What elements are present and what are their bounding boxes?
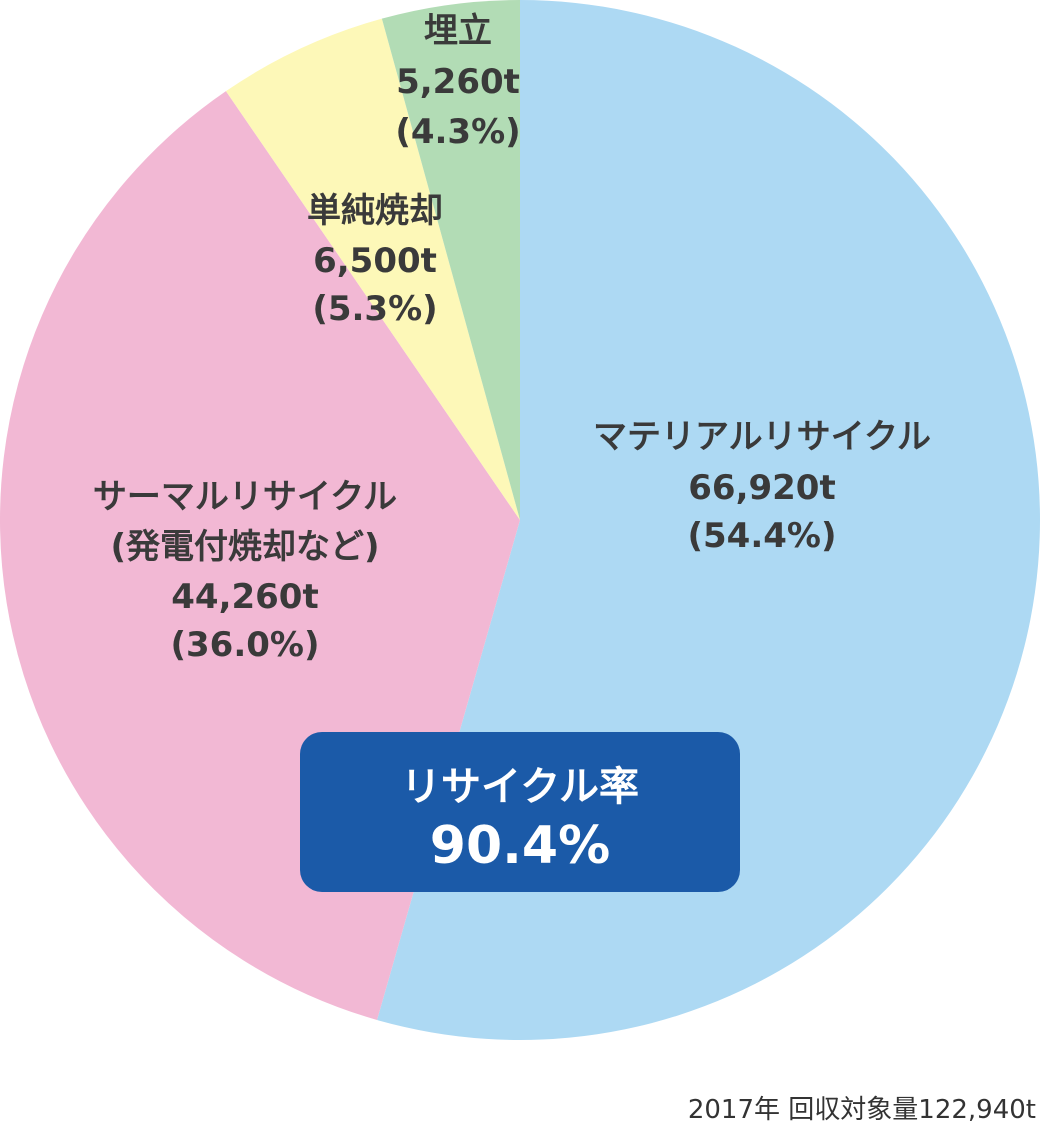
simple-incineration-value: 6,500t bbox=[313, 241, 437, 281]
thermal-recycle-percent: (36.0%) bbox=[170, 625, 319, 665]
landfill-percent: (4.3%) bbox=[395, 112, 520, 152]
thermal-recycle-sublabel: (発電付焼却など) bbox=[110, 527, 379, 567]
label-simple-incineration: 単純焼却 6,500t (5.3%) bbox=[307, 191, 443, 329]
recycle-rate-value: 90.4% bbox=[430, 816, 610, 876]
label-landfill: 埋立 5,260t (4.3%) bbox=[395, 11, 520, 152]
material-recycle-percent: (54.4%) bbox=[687, 516, 836, 556]
recycle-rate-title: リサイクル率 bbox=[401, 764, 639, 810]
thermal-recycle-name: サーマルリサイクル bbox=[93, 477, 397, 517]
recycle-rate-badge: リサイクル率 90.4% bbox=[300, 732, 740, 892]
simple-incineration-percent: (5.3%) bbox=[312, 289, 437, 329]
label-thermal-recycle: サーマルリサイクル (発電付焼却など) 44,260t (36.0%) bbox=[93, 477, 397, 665]
landfill-value: 5,260t bbox=[396, 62, 520, 102]
slice-simple-incineration bbox=[225, 18, 520, 520]
slice-landfill bbox=[381, 0, 520, 520]
material-recycle-name: マテリアルリサイクル bbox=[593, 417, 931, 457]
recycle-rate-badge-bg bbox=[300, 732, 740, 892]
material-recycle-value: 66,920t bbox=[688, 468, 835, 508]
footer-note: 2017年 回収対象量122,940t bbox=[688, 1095, 1036, 1125]
label-material-recycle: マテリアルリサイクル 66,920t (54.4%) bbox=[593, 417, 931, 556]
simple-incineration-name: 単純焼却 bbox=[307, 191, 443, 231]
thermal-recycle-value: 44,260t bbox=[171, 577, 318, 617]
landfill-name: 埋立 bbox=[424, 11, 492, 51]
